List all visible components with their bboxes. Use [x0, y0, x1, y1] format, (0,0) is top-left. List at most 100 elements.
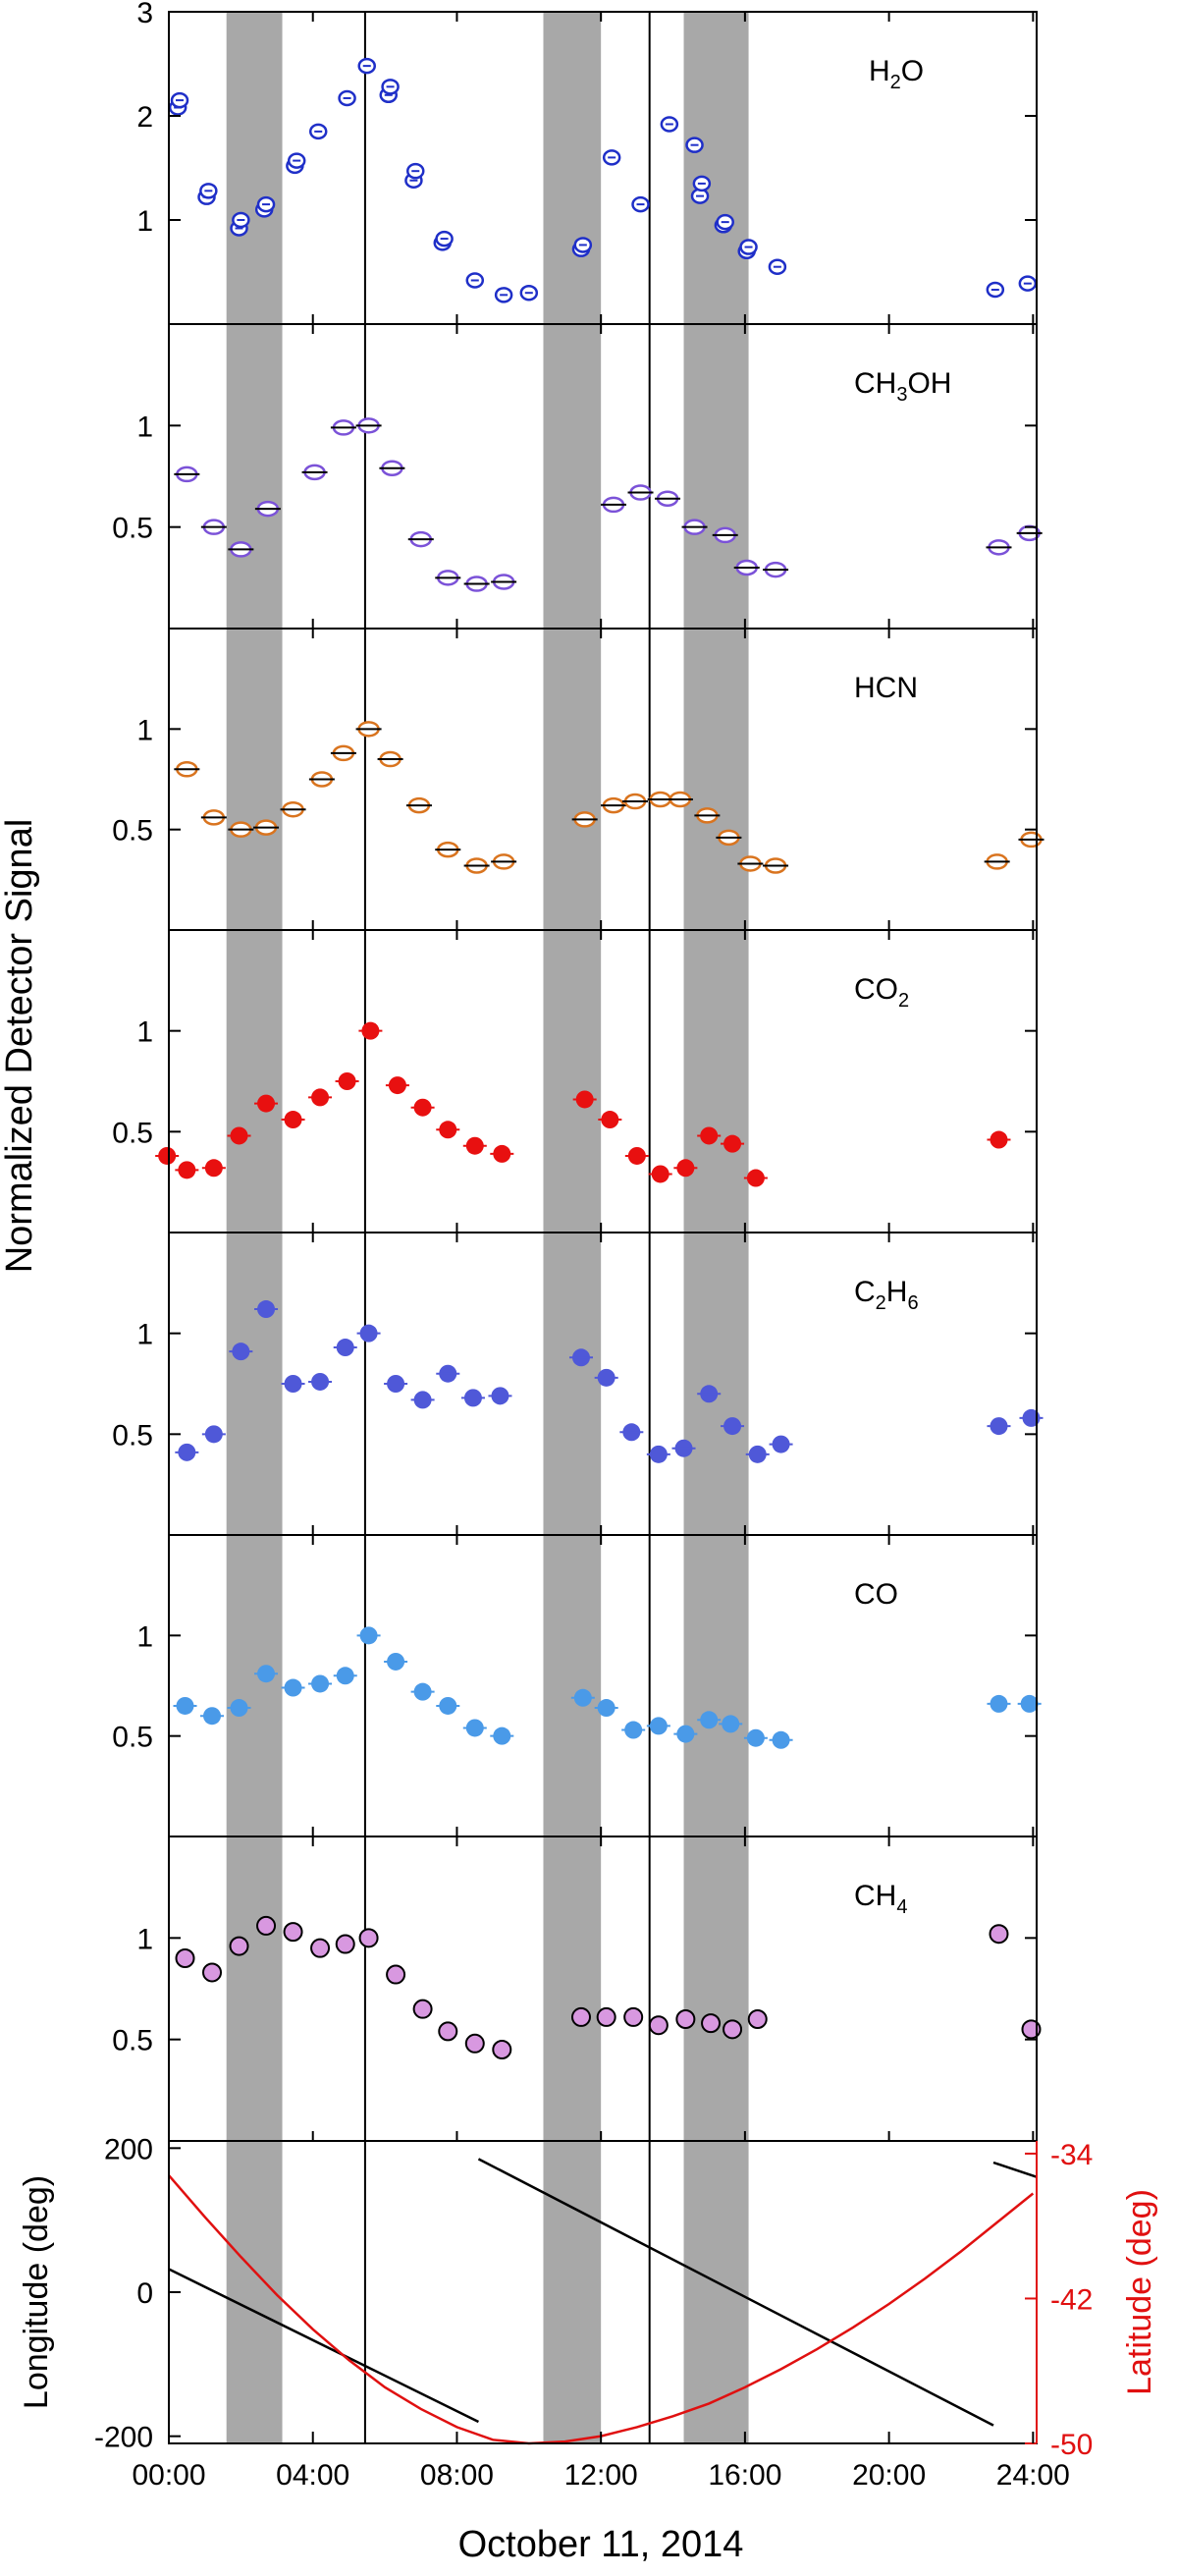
data-point-co2	[697, 1126, 722, 1145]
panel-labels: H2O CH3OH HCN CO2 C2H6 CO CH4	[854, 55, 951, 1918]
data-point-co	[333, 1667, 357, 1685]
data-point-h2o	[1018, 275, 1038, 292]
data-point-co	[673, 1725, 698, 1743]
data-point-c2h6	[745, 1445, 770, 1463]
data-point-ch3oh	[301, 464, 328, 481]
data-point-ch4	[675, 2009, 696, 2029]
y-tick-label-ch3oh: 1	[136, 411, 153, 443]
data-point-co2	[308, 1088, 333, 1107]
data-point-co2	[335, 1072, 359, 1090]
data-point-ch3oh	[355, 417, 382, 434]
shaded-band-3	[683, 12, 749, 2443]
data-point-co	[200, 1707, 225, 1726]
longitude-tick-label: 200	[104, 2133, 153, 2165]
species-label-c2h6: C2H6	[854, 1276, 919, 1314]
data-point-ch4	[256, 1915, 277, 1936]
data-point-hcn	[435, 841, 461, 858]
shaded-bands	[226, 12, 749, 2443]
data-point-ch4	[310, 1938, 331, 1958]
data-point-co2	[572, 1090, 597, 1109]
data-point-co2	[281, 1111, 305, 1129]
y-tick-label-h2o: 2	[136, 101, 153, 134]
data-point-h2o	[287, 152, 306, 169]
y-tick-label-co2: 0.5	[112, 1117, 153, 1149]
data-point-co2	[743, 1169, 768, 1187]
data-point-c2h6	[721, 1417, 745, 1436]
axes: 1 2 3 0.5 1 0.5 1 0.5 1 0.5 1 0.5 1 0.5 1 -200 0 200 -50 -4…	[18, 0, 1158, 2492]
common-y-axis-label: Normalized Detector Signal	[0, 819, 40, 1274]
data-point-c2h6	[646, 1445, 670, 1463]
data-point-ch4	[283, 1922, 303, 1943]
data-point-h2o	[338, 89, 356, 107]
data-point-co2	[201, 1159, 226, 1178]
data-point-c2h6	[333, 1339, 357, 1357]
data-point-c2h6	[175, 1443, 199, 1461]
data-point-co2	[648, 1165, 672, 1183]
data-point-co	[594, 1699, 618, 1718]
data-point-co	[719, 1715, 743, 1733]
data-point-h2o	[986, 281, 1005, 299]
data-point-c2h6	[229, 1343, 253, 1361]
data-point-co	[570, 1688, 595, 1707]
data-point-co2	[624, 1146, 649, 1165]
data-point-co2	[254, 1094, 279, 1113]
data-point-hcn	[763, 857, 789, 874]
data-point-hcn	[377, 750, 403, 768]
data-point-c2h6	[436, 1364, 460, 1383]
data-marks	[155, 57, 1044, 2445]
data-point-h2o	[690, 188, 710, 204]
data-point-co2	[410, 1098, 435, 1117]
data-point-ch3oh	[733, 559, 760, 576]
data-point-co	[769, 1730, 793, 1749]
species-label-hcn: HCN	[854, 672, 918, 704]
species-label-ch4: CH4	[854, 1880, 907, 1918]
data-point-co	[410, 1682, 435, 1701]
data-point-ch4	[723, 2019, 743, 2040]
y-tick-label-c2h6: 1	[136, 1319, 153, 1351]
data-point-ch3oh	[655, 490, 681, 507]
data-point-ch3oh	[407, 530, 434, 548]
data-point-co	[227, 1699, 251, 1718]
data-point-hcn	[737, 855, 764, 872]
longitude-tick-label: 0	[136, 2277, 153, 2310]
data-point-ch4	[701, 2013, 722, 2034]
data-point-ch4	[570, 2006, 591, 2027]
data-point-ch3oh	[463, 575, 490, 592]
y-tick-label-ch3oh: 0.5	[112, 513, 153, 545]
data-point-hcn	[330, 744, 356, 762]
data-point-h2o	[357, 57, 376, 75]
data-point-co	[743, 1728, 768, 1747]
data-point-ch4	[747, 2009, 768, 2029]
data-point-co	[384, 1652, 408, 1671]
data-point-co2	[385, 1076, 409, 1095]
data-point-ch3oh	[763, 561, 789, 578]
data-point-co2	[155, 1146, 180, 1165]
data-point-h2o	[465, 272, 485, 289]
data-point-c2h6	[769, 1435, 793, 1453]
data-point-ch3oh	[712, 526, 738, 544]
data-point-hcn	[463, 857, 490, 874]
data-point-h2o	[199, 183, 218, 199]
data-point-hcn	[200, 809, 227, 826]
data-point-ch4	[1021, 2019, 1042, 2040]
data-point-ch4	[623, 2006, 644, 2027]
data-point-ch3oh	[627, 484, 654, 501]
vertical-markers	[363, 12, 651, 2443]
data-point-h2o	[256, 195, 276, 213]
data-point-c2h6	[619, 1423, 644, 1442]
data-point-co	[173, 1696, 197, 1715]
x-tick-label: 20:00	[852, 2459, 926, 2492]
data-point-ch4	[989, 1924, 1009, 1945]
data-point-c2h6	[1019, 1408, 1044, 1427]
data-point-h2o	[406, 162, 425, 180]
species-label-h2o: H2O	[869, 55, 924, 93]
data-point-ch3oh	[986, 539, 1012, 556]
data-point-hcn	[280, 800, 306, 818]
data-point-co2	[490, 1144, 514, 1163]
data-point-ch3oh	[254, 500, 281, 518]
longitude-tick-label: -200	[94, 2422, 153, 2454]
data-point-co2	[987, 1130, 1011, 1149]
data-point-co	[462, 1719, 487, 1737]
data-point-h2o	[739, 239, 758, 255]
data-point-co2	[673, 1159, 698, 1178]
